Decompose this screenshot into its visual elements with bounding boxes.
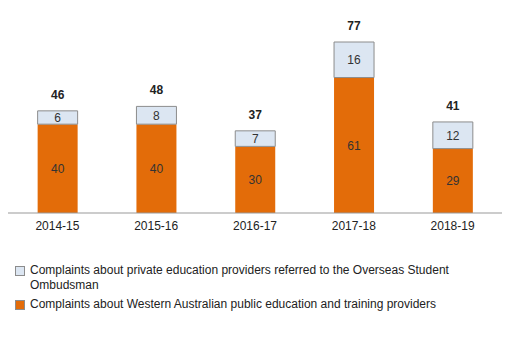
svg-text:48: 48 bbox=[150, 83, 164, 97]
svg-text:40: 40 bbox=[150, 162, 164, 176]
html-text:Complaints about Western Austr: Complaints about Western Australian publ… bbox=[30, 297, 436, 311]
html-text:Complaints about private educa: Complaints about private education provi… bbox=[30, 263, 449, 292]
svg-text:2015-16: 2015-16 bbox=[134, 219, 178, 233]
svg-text:8: 8 bbox=[153, 109, 160, 123]
svg-text:37: 37 bbox=[249, 108, 263, 122]
svg-text:2017-18: 2017-18 bbox=[332, 219, 376, 233]
svg-text:61: 61 bbox=[347, 139, 361, 153]
svg-text:16: 16 bbox=[347, 53, 361, 67]
svg-text:40: 40 bbox=[51, 162, 65, 176]
svg-text:6: 6 bbox=[54, 111, 61, 125]
svg-text:30: 30 bbox=[249, 173, 263, 187]
svg-text:41: 41 bbox=[446, 99, 460, 113]
svg-text:2018-19: 2018-19 bbox=[431, 219, 475, 233]
svg-text:77: 77 bbox=[347, 19, 361, 33]
svg-text:29: 29 bbox=[446, 174, 460, 188]
svg-text:2016-17: 2016-17 bbox=[233, 219, 277, 233]
svg-text:46: 46 bbox=[51, 88, 65, 102]
svg-text:7: 7 bbox=[252, 132, 259, 146]
svg-text:12: 12 bbox=[446, 129, 460, 143]
svg-text:2014-15: 2014-15 bbox=[35, 219, 79, 233]
